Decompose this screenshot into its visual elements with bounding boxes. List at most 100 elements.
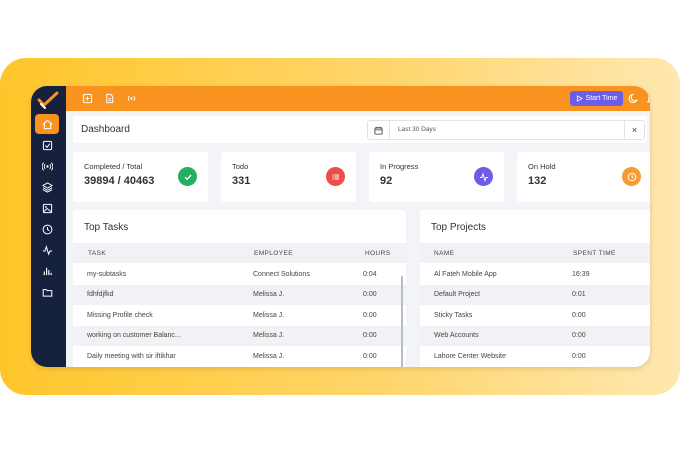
panel-title: Top Tasks: [84, 222, 129, 233]
table-row[interactable]: Al Fateh Mobile App 16:39: [420, 265, 650, 285]
spent-time-cell: 0:00: [572, 353, 586, 360]
table-header: TASK EMPLOYEE HOURS: [73, 243, 406, 263]
logo-icon: [37, 91, 59, 109]
activity-icon: [42, 244, 52, 256]
sidebar-item-timesheet[interactable]: [35, 219, 59, 239]
project-name-cell: Lahore Center Website: [434, 353, 506, 360]
check-icon: [178, 167, 197, 186]
sidebar-item-screenshots[interactable]: [35, 198, 59, 218]
hours-cell: 0:00: [363, 332, 377, 339]
table-row[interactable]: Default Project 0:01: [420, 285, 650, 305]
project-name-cell: Sticky Tasks: [434, 312, 473, 319]
clock-icon: [622, 167, 641, 186]
task-cell: fdhfdjfkd: [87, 291, 114, 298]
sidebar-item-files[interactable]: [35, 282, 59, 302]
top-tasks-panel: Top Tasks TASK EMPLOYEE HOURS my-subtask…: [73, 210, 406, 367]
topbar: Start Time: [66, 86, 650, 111]
employee-cell: Melissa J.: [253, 353, 285, 360]
dashboard-header: Dashboard Last 30 Days ×: [73, 116, 647, 143]
table-row[interactable]: Missing Profile check Melissa J. 0:00: [73, 306, 406, 326]
stat-card-todo: Todo 331: [221, 152, 356, 202]
date-range-value[interactable]: Last 30 Days: [398, 126, 436, 133]
task-cell: working on customer Balanc...: [87, 332, 181, 339]
stat-label: Todo: [232, 162, 249, 171]
stat-value: 331: [232, 175, 251, 187]
app-window: Start Time Dashboard Last 30 Days × Comp…: [31, 86, 650, 367]
task-cell: Daily meeting with sir iftikhar: [87, 353, 176, 360]
stat-value: 39894 / 40463: [84, 175, 155, 187]
hours-cell: 0:00: [363, 291, 377, 298]
checkbox-icon: [42, 140, 52, 150]
column-header[interactable]: NAME: [434, 250, 455, 257]
broadcast-icon: [41, 161, 53, 171]
scrollbar[interactable]: [401, 276, 403, 367]
hours-cell: 0:04: [363, 271, 377, 278]
table-header: NAME SPENT TIME: [420, 243, 650, 263]
sidebar-item-reports[interactable]: [35, 261, 59, 281]
table-row[interactable]: Daily meeting with sir iftikhar Melissa …: [73, 347, 406, 367]
sidebar-item-home[interactable]: [35, 114, 59, 134]
employee-cell: Connect Solutions: [253, 271, 310, 278]
stat-card-on-hold: On Hold 132: [517, 152, 650, 202]
sidebar-item-projects[interactable]: [35, 177, 59, 197]
table-row[interactable]: working on customer Balanc... Melissa J.…: [73, 326, 406, 346]
spent-time-cell: 16:39: [572, 271, 590, 278]
sidebar-item-live[interactable]: [35, 156, 59, 176]
moon-icon[interactable]: [628, 93, 639, 104]
table-row[interactable]: fdhfdjfkd Melissa J. 0:00: [73, 285, 406, 305]
play-icon: [576, 95, 583, 102]
spent-time-cell: 0:01: [572, 291, 586, 298]
stat-label: On Hold: [528, 162, 556, 171]
table-row[interactable]: my-subtasks Connect Solutions 0:04: [73, 265, 406, 285]
panel-title: Top Projects: [431, 222, 487, 233]
task-cell: Missing Profile check: [87, 312, 153, 319]
project-name-cell: Web Accounts: [434, 332, 479, 339]
activity-icon: [474, 167, 493, 186]
project-name-cell: Default Project: [434, 291, 480, 298]
calendar-button[interactable]: [368, 121, 390, 139]
calendar-icon: [374, 126, 383, 135]
column-header[interactable]: SPENT TIME: [573, 250, 616, 257]
task-cell: my-subtasks: [87, 271, 127, 278]
hours-cell: 0:00: [363, 312, 377, 319]
sidebar-item-activity[interactable]: [35, 240, 59, 260]
stat-label: Completed / Total: [84, 162, 143, 171]
table-row[interactable]: Web Accounts 0:00: [420, 326, 650, 346]
home-icon: [42, 119, 52, 129]
clear-date-button[interactable]: ×: [624, 121, 644, 139]
column-header[interactable]: HOURS: [365, 250, 391, 257]
table-row[interactable]: Sticky Tasks 0:00: [420, 306, 650, 326]
employee-cell: Melissa J.: [253, 332, 285, 339]
start-time-label: Start Time: [585, 95, 618, 102]
spent-time-cell: 0:00: [572, 312, 586, 319]
date-range-picker[interactable]: Last 30 Days ×: [367, 120, 645, 140]
list-icon: [326, 167, 345, 186]
column-header[interactable]: EMPLOYEE: [254, 250, 293, 257]
stat-value: 132: [528, 175, 547, 187]
start-time-button[interactable]: Start Time: [570, 91, 623, 106]
clock-icon: [42, 224, 52, 234]
table-row[interactable]: Lahore Center Website 0:00: [420, 347, 650, 367]
document-icon[interactable]: [104, 93, 115, 104]
hours-cell: 0:00: [363, 353, 377, 360]
stat-card-in-progress: In Progress 92: [369, 152, 504, 202]
project-name-cell: Al Fateh Mobile App: [434, 271, 497, 278]
sidebar: [31, 86, 66, 367]
stat-card-completed: Completed / Total 39894 / 40463: [73, 152, 208, 202]
column-header[interactable]: TASK: [88, 250, 107, 257]
stat-value: 92: [380, 175, 393, 187]
image-icon: [42, 203, 52, 213]
bell-icon[interactable]: [646, 93, 650, 104]
bar-chart-icon: [43, 267, 52, 275]
employee-cell: Melissa J.: [253, 312, 285, 319]
folder-icon: [42, 288, 52, 297]
sidebar-item-tasks[interactable]: [35, 135, 59, 155]
stat-label: In Progress: [380, 162, 419, 171]
broadcast-icon[interactable]: [126, 93, 137, 104]
top-projects-panel: Top Projects NAME SPENT TIME Al Fateh Mo…: [420, 210, 650, 367]
plus-square-icon[interactable]: [82, 93, 93, 104]
layers-icon: [41, 181, 53, 193]
page-title: Dashboard: [81, 124, 130, 135]
employee-cell: Melissa J.: [253, 291, 285, 298]
spent-time-cell: 0:00: [572, 332, 586, 339]
